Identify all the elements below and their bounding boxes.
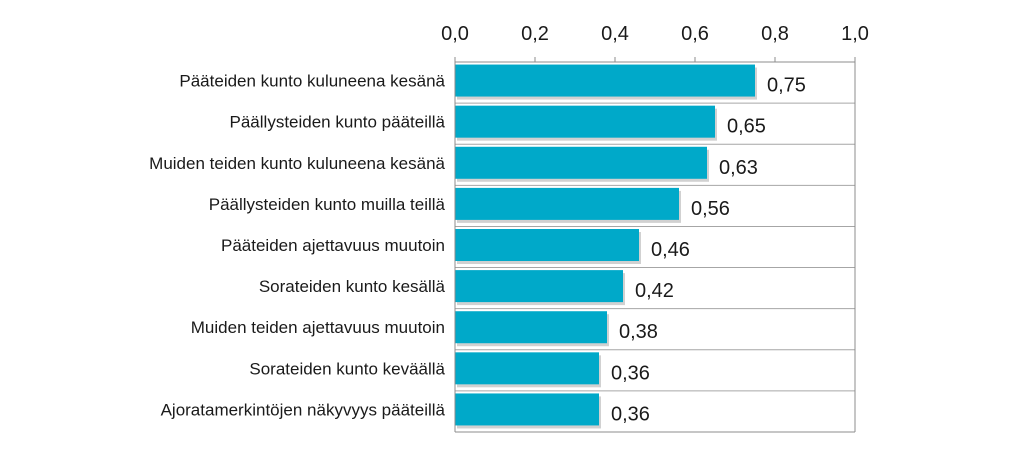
labels: 0,0 0,2 0,4 0,6 0,8 1,0 Pääteiden kunto kulune… <box>149 23 869 425</box>
category-label: Pääteiden kunto kuluneena kesänä <box>179 72 445 91</box>
x-tick-label: 0,4 <box>601 23 629 45</box>
category-label: Päällysteiden kunto muilla teillä <box>209 195 446 214</box>
bar <box>455 187 679 220</box>
data-label: 0,46 <box>651 239 690 261</box>
category-label: Ajoratamerkintöjen näkyvyys pääteillä <box>161 400 446 419</box>
bar <box>455 105 715 138</box>
axes <box>454 57 856 433</box>
bar <box>455 311 607 344</box>
data-label: 0,63 <box>719 157 758 179</box>
x-tick-label: 0,6 <box>681 23 709 45</box>
bar <box>455 229 639 261</box>
bar <box>455 393 599 426</box>
data-label: 0,36 <box>611 362 650 384</box>
bar <box>455 146 707 179</box>
x-tick-label: 0,0 <box>441 23 469 45</box>
category-label: Muiden teiden kunto kuluneena kesänä <box>149 154 445 173</box>
data-label: 0,75 <box>767 75 806 97</box>
data-label: 0,65 <box>727 116 766 138</box>
category-label: Pääteiden ajettavuus muutoin <box>221 236 445 255</box>
x-tick-label: 1,0 <box>841 23 869 45</box>
category-label: Päällysteiden kunto pääteillä <box>230 113 446 132</box>
category-label: Sorateiden kunto kesällä <box>259 277 446 296</box>
data-label: 0,38 <box>619 321 658 343</box>
x-tick-label: 0,8 <box>761 23 789 45</box>
bar <box>455 64 755 97</box>
x-tick-label: 0,2 <box>521 23 549 45</box>
grid-lines <box>455 102 855 392</box>
category-label: Muiden teiden ajettavuus muutoin <box>191 318 445 337</box>
category-label: Sorateiden kunto keväällä <box>249 359 445 378</box>
bar <box>455 352 599 385</box>
data-label: 0,56 <box>691 198 730 220</box>
bars <box>455 64 757 429</box>
data-label: 0,42 <box>635 280 674 302</box>
bar <box>455 270 623 303</box>
data-label: 0,36 <box>611 403 650 425</box>
